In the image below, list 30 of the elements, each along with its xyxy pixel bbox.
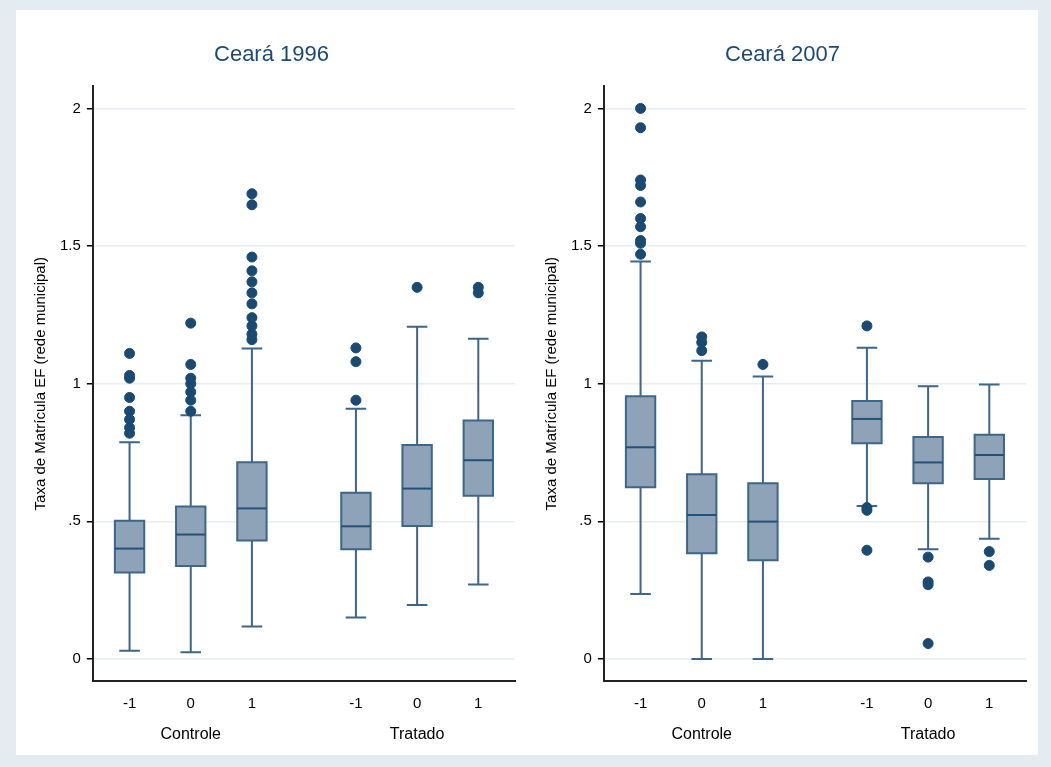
y-tick-label: .5	[579, 511, 592, 529]
y-tick-label: 2	[583, 98, 592, 116]
x-tick-label: 0	[697, 694, 706, 712]
text: Controle	[160, 725, 222, 743]
y-axis-title: Taxa de Matrícula EF (rede municipal)	[542, 256, 560, 511]
y-tick-label: 1	[583, 373, 592, 391]
text: Tratado	[389, 725, 445, 743]
x-tick-label: 1	[247, 694, 257, 712]
text: Tratado	[900, 725, 956, 743]
text: Controle	[671, 725, 733, 743]
x-tick-label: -1	[122, 694, 137, 712]
x-tick-label: 0	[923, 694, 933, 712]
x-tick-label: 1	[758, 694, 768, 712]
x-tick-label: -1	[633, 694, 648, 712]
y-tick-label: 0	[72, 649, 81, 667]
x-tick-label: 0	[412, 694, 422, 712]
chart-title: Ceará 2007	[725, 41, 840, 67]
x-tick-label: -1	[860, 694, 874, 712]
x-tick-label: -1	[349, 694, 363, 712]
x-tick-label: 0	[186, 694, 195, 712]
x-tick-label: 1	[985, 694, 994, 712]
chart-title: Ceará 1996	[214, 41, 329, 67]
y-tick-label: 1.5	[570, 236, 592, 254]
y-tick-label: 0	[583, 649, 592, 667]
y-tick-label: 1.5	[59, 236, 81, 254]
y-tick-label: 1	[72, 373, 81, 391]
x-tick-label: 1	[474, 694, 483, 712]
y-tick-label: .5	[68, 511, 81, 529]
y-tick-label: 2	[72, 98, 81, 116]
y-axis-title: Taxa de Matrícula EF (rede municipal)	[31, 256, 49, 511]
